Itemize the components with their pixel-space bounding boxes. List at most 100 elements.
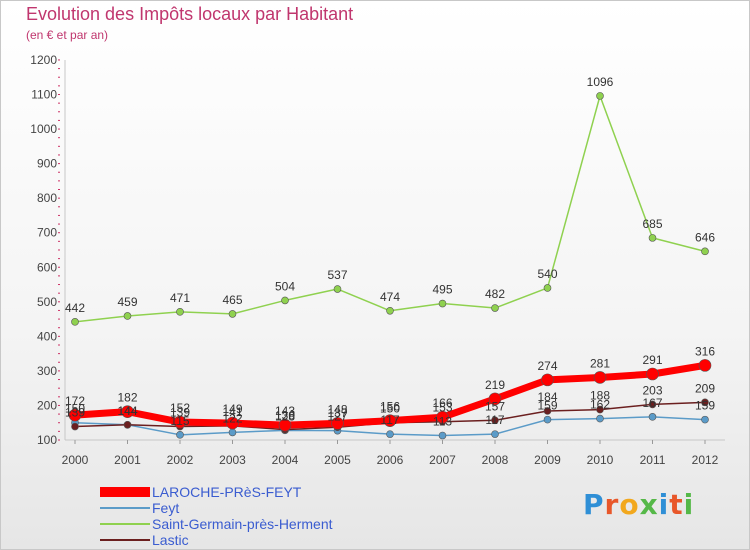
data-label: 144 bbox=[117, 404, 137, 418]
data-point-saint-germain-pres-herment bbox=[648, 234, 657, 242]
legend-swatch bbox=[100, 487, 150, 497]
data-label: 465 bbox=[222, 293, 242, 307]
data-point-lastic bbox=[123, 420, 132, 429]
x-tick-label: 2010 bbox=[587, 453, 614, 467]
data-point-laroche-pres-feyt bbox=[173, 415, 187, 429]
proxiti-logo: Proxiti bbox=[583, 488, 694, 521]
data-label: 504 bbox=[275, 279, 295, 293]
data-point-laroche-pres-feyt bbox=[278, 418, 292, 432]
data-point-saint-germain-pres-herment bbox=[281, 296, 289, 305]
data-point-feyt bbox=[543, 415, 552, 424]
data-point-feyt bbox=[228, 428, 237, 437]
data-label: 150 bbox=[380, 402, 400, 416]
data-point-saint-germain-pres-herment bbox=[491, 304, 499, 312]
x-tick-label: 2011 bbox=[640, 453, 666, 467]
y-tick-label: 800 bbox=[37, 191, 57, 205]
data-label: 442 bbox=[65, 301, 85, 315]
x-tick-label: 2002 bbox=[167, 453, 194, 467]
data-label: 1096 bbox=[587, 75, 614, 89]
data-point-saint-germain-pres-herment bbox=[71, 318, 79, 326]
data-point-feyt bbox=[648, 413, 657, 421]
data-label: 153 bbox=[432, 401, 452, 415]
y-tick-label: 500 bbox=[37, 295, 57, 309]
data-label: 203 bbox=[642, 383, 662, 397]
data-label: 209 bbox=[695, 381, 715, 395]
logo-letter: i bbox=[658, 488, 670, 521]
data-label: 152 bbox=[170, 401, 190, 415]
data-label: 115 bbox=[170, 414, 189, 428]
y-tick-label: 1100 bbox=[31, 88, 57, 102]
data-label: 495 bbox=[432, 283, 452, 297]
y-tick-label: 300 bbox=[37, 364, 57, 378]
x-tick-label: 2001 bbox=[114, 453, 141, 467]
x-tick-label: 2000 bbox=[62, 453, 89, 467]
data-label: 150 bbox=[65, 402, 85, 416]
logo-letter: i bbox=[683, 488, 695, 521]
data-label: 166 bbox=[432, 396, 452, 410]
data-point-laroche-pres-feyt bbox=[68, 408, 82, 422]
data-point-laroche-pres-feyt bbox=[436, 410, 449, 424]
y-tick-label: 900 bbox=[37, 157, 57, 171]
x-tick-label: 2012 bbox=[692, 453, 719, 467]
legend-swatch bbox=[100, 507, 150, 509]
legend-swatch bbox=[100, 539, 150, 541]
data-point-saint-germain-pres-herment bbox=[438, 299, 447, 308]
data-label: 128 bbox=[275, 409, 295, 423]
data-label: 157 bbox=[485, 399, 505, 413]
y-tick-label: 1200 bbox=[30, 53, 57, 67]
data-point-feyt bbox=[701, 415, 709, 424]
x-tick-label: 2003 bbox=[219, 453, 246, 467]
data-label: 156 bbox=[380, 400, 400, 414]
data-label: 188 bbox=[590, 389, 610, 403]
logo-letter: o bbox=[619, 488, 640, 521]
y-tick-label: 700 bbox=[37, 226, 57, 240]
data-label: 139 bbox=[170, 406, 190, 420]
data-point-saint-germain-pres-herment bbox=[123, 312, 132, 320]
data-label: 316 bbox=[695, 344, 715, 358]
data-label: 127 bbox=[327, 410, 347, 424]
data-point-saint-germain-pres-herment bbox=[176, 308, 184, 316]
legend-label: Lastic bbox=[152, 532, 189, 548]
data-label: 130 bbox=[275, 409, 295, 423]
data-point-saint-germain-pres-herment bbox=[543, 284, 552, 292]
data-point-laroche-pres-feyt bbox=[541, 373, 554, 387]
data-label: 482 bbox=[485, 287, 505, 301]
data-label: 537 bbox=[327, 268, 347, 282]
y-tick-label: 400 bbox=[37, 329, 57, 343]
data-label: 159 bbox=[695, 399, 715, 413]
data-point-lastic bbox=[491, 416, 499, 425]
chart-subtitle: (en € et par an) bbox=[26, 28, 109, 42]
logo-letter: t bbox=[669, 488, 684, 521]
data-point-lastic bbox=[701, 398, 709, 407]
data-point-laroche-pres-feyt bbox=[646, 367, 659, 381]
data-label: 117 bbox=[380, 413, 399, 427]
data-point-laroche-pres-feyt bbox=[121, 405, 134, 418]
x-tick-label: 2009 bbox=[534, 453, 561, 467]
chart-title: Evolution des Impôts locaux par Habitant bbox=[26, 4, 354, 24]
data-label: 113 bbox=[433, 415, 452, 429]
logo-letter: P bbox=[583, 488, 605, 521]
data-point-lastic bbox=[648, 400, 657, 409]
data-label: 540 bbox=[537, 267, 557, 281]
x-tick-label: 2008 bbox=[482, 453, 509, 467]
data-point-saint-germain-pres-herment bbox=[596, 92, 604, 100]
data-label: 162 bbox=[590, 398, 610, 412]
data-point-laroche-pres-feyt bbox=[331, 417, 344, 430]
data-label: 159 bbox=[537, 399, 557, 413]
logo-letter: x bbox=[639, 488, 659, 521]
data-point-feyt bbox=[491, 430, 499, 438]
data-point-laroche-pres-feyt bbox=[698, 359, 712, 372]
data-point-feyt bbox=[596, 414, 604, 423]
x-tick-label: 2006 bbox=[377, 453, 404, 467]
data-point-lastic bbox=[596, 405, 604, 414]
data-label: 149 bbox=[222, 402, 242, 416]
data-point-feyt bbox=[176, 431, 184, 439]
data-point-feyt bbox=[386, 430, 394, 438]
data-point-laroche-pres-feyt bbox=[383, 414, 397, 427]
data-point-feyt bbox=[438, 431, 447, 440]
data-point-saint-germain-pres-herment bbox=[333, 285, 342, 293]
data-point-lastic bbox=[543, 407, 552, 415]
data-label: 219 bbox=[485, 378, 505, 392]
